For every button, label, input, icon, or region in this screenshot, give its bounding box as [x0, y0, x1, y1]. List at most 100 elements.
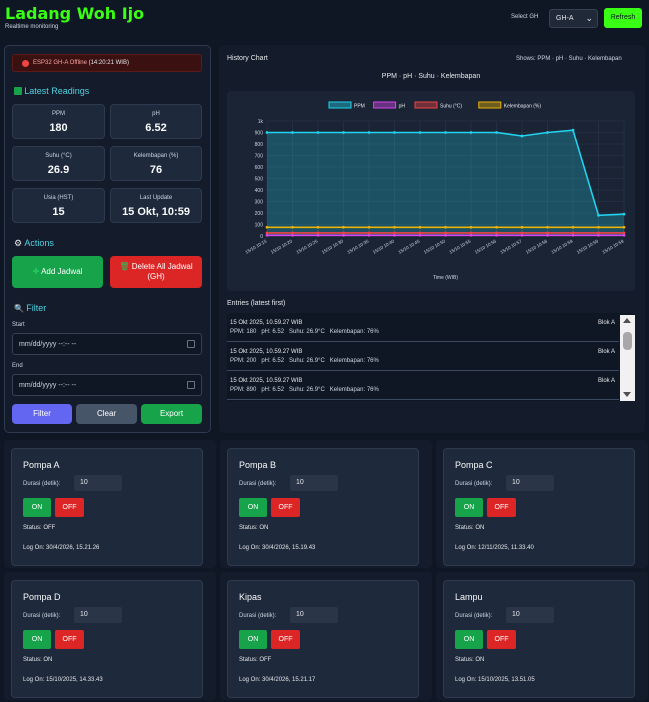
data-point	[597, 233, 600, 237]
y-tick-label: 200	[255, 211, 264, 217]
delete-all-jadwal-button[interactable]: 🗑 Delete All Jadwal (GH)	[110, 256, 202, 288]
clear-button[interactable]: Clear	[76, 404, 137, 424]
calendar-icon[interactable]	[187, 381, 195, 389]
data-point	[265, 231, 269, 235]
legend-swatch	[414, 101, 438, 109]
data-point	[316, 233, 320, 237]
legend-swatch	[478, 101, 502, 109]
data-point	[265, 233, 269, 237]
data-point	[265, 225, 269, 229]
readings-header: Latest Readings	[14, 86, 89, 96]
gh-select[interactable]: GH-A ⌄	[549, 9, 598, 28]
data-point	[444, 131, 447, 134]
data-point	[265, 131, 269, 134]
pump-status: Status: OFF	[239, 657, 272, 663]
pump-off-button[interactable]: OFF	[55, 630, 84, 649]
entry-row: 15 Okt 2025, 10.59.27 WIB PPM: 200 pH: 6…	[227, 342, 619, 371]
pump-name: Pompa C	[455, 460, 493, 470]
duration-input[interactable]: 10	[506, 607, 554, 623]
data-point	[597, 213, 600, 217]
duration-input[interactable]: 10	[290, 607, 338, 623]
entry-values: PPM: 890 pH: 6.52 Suhu: 26.9°C Kelembapa…	[230, 387, 379, 393]
data-point	[316, 231, 320, 235]
start-datetime-input[interactable]: mm/dd/yyyy --:-- --	[12, 333, 202, 355]
calendar-icon[interactable]	[187, 340, 195, 348]
pump-log: Log On: 15/10/2025, 13.51.05	[455, 677, 535, 683]
duration-label: Durasi (detik):	[455, 481, 493, 487]
pump-log: Log On: 30/4/2026, 15.19.43	[239, 545, 316, 551]
reading-card-usia: Usia (HST) 15	[12, 188, 105, 223]
duration-label: Durasi (detik):	[239, 481, 277, 487]
actions-header: ⚙ Actions	[14, 238, 54, 249]
duration-input[interactable]: 10	[74, 475, 122, 491]
reading-label: Last Update	[139, 195, 173, 201]
x-tick-label: 15/10 10:59	[576, 238, 600, 254]
pump-off-button[interactable]: OFF	[487, 498, 516, 517]
pump-on-button[interactable]: ON	[455, 630, 483, 649]
entries-list[interactable]: 15 Okt 2025, 10.59.27 WIB PPM: 180 pH: 6…	[227, 313, 635, 401]
reading-card-suhu: Suhu (°C) 26.9	[12, 146, 105, 181]
y-tick-label: 1k	[258, 119, 264, 125]
reading-label: pH	[152, 111, 160, 117]
pump-card: Pompa C Durasi (detik): 10 ON OFF Status: ON L…	[443, 448, 635, 566]
pump-on-button[interactable]: ON	[455, 498, 483, 517]
duration-input[interactable]: 10	[506, 475, 554, 491]
history-title: History Chart	[227, 55, 268, 62]
legend-label: PPM	[354, 104, 365, 110]
pump-card: Pompa B Durasi (detik): 10 ON OFF Status: ON L…	[227, 448, 419, 566]
pump-card: Pompa D Durasi (detik): 10 ON OFF Status: ON L…	[11, 580, 203, 698]
entry-blok: Blok A	[597, 349, 615, 355]
pump-off-button[interactable]: OFF	[271, 630, 300, 649]
legend-label: Suhu (°C)	[440, 104, 462, 110]
pump-card: Pompa A Durasi (detik): 10 ON OFF Status: OFF…	[11, 448, 203, 566]
data-point	[622, 233, 626, 237]
pump-on-button[interactable]: ON	[23, 630, 51, 649]
entries-scrollbar[interactable]	[620, 315, 635, 401]
export-button[interactable]: Export	[141, 404, 202, 424]
trash-icon: 🗑	[119, 262, 130, 271]
data-point	[367, 233, 371, 237]
pump-on-button[interactable]: ON	[23, 498, 51, 517]
pump-card: Kipas Durasi (detik): 10 ON OFF Status: OFF Lo…	[227, 580, 419, 698]
x-axis-label: Time (WIB)	[433, 275, 458, 281]
data-point	[393, 231, 396, 235]
add-jadwal-label: Add Jadwal	[41, 267, 83, 276]
scroll-up-icon[interactable]	[623, 318, 631, 323]
delete-all-label: Delete All Jadwal	[131, 262, 193, 271]
data-point	[367, 231, 371, 235]
entry-row: 15 Okt 2025, 10.59.27 WIB PPM: 890 pH: 6…	[227, 371, 619, 400]
data-point	[520, 233, 524, 237]
end-datetime-input[interactable]: mm/dd/yyyy --:-- --	[12, 374, 202, 396]
data-point	[342, 225, 345, 229]
x-tick-label: 15/10 10:57	[499, 238, 523, 254]
scroll-down-icon[interactable]	[623, 392, 631, 397]
x-tick-label: 15/10 10:20	[270, 238, 294, 254]
data-point	[495, 225, 498, 229]
pump-on-button[interactable]: ON	[239, 630, 267, 649]
pump-off-button[interactable]: OFF	[487, 630, 516, 649]
data-point	[469, 131, 473, 134]
entry-timestamp: 15 Okt 2025, 10.59.27 WIB	[230, 320, 303, 326]
pump-on-button[interactable]: ON	[239, 498, 267, 517]
pump-off-button[interactable]: OFF	[55, 498, 84, 517]
y-tick-label: 500	[255, 177, 264, 183]
scroll-thumb[interactable]	[623, 332, 632, 350]
pump-status: Status: OFF	[23, 525, 56, 531]
pump-off-button[interactable]: OFF	[271, 498, 300, 517]
duration-input[interactable]: 10	[290, 475, 338, 491]
chart-title: PPM · pH · Suhu · Kelembapan	[381, 73, 481, 80]
legend-swatch	[328, 101, 352, 109]
duration-input[interactable]: 10	[74, 607, 122, 623]
data-point	[571, 233, 575, 237]
delete-all-sub: (GH)	[147, 272, 165, 281]
plus-icon: ✚	[32, 267, 40, 276]
data-point	[495, 231, 498, 235]
x-tick-label: 15/10 10:30	[321, 238, 345, 254]
pump-name: Kipas	[239, 592, 262, 602]
add-jadwal-button[interactable]: ✚ Add Jadwal	[12, 256, 103, 288]
data-point	[444, 231, 447, 235]
refresh-button[interactable]: Refresh	[604, 8, 642, 28]
x-tick-label: 15/10 10:45	[397, 238, 421, 254]
filter-button[interactable]: Filter	[12, 404, 72, 424]
x-tick-label: 15/10 10:55	[448, 238, 472, 254]
